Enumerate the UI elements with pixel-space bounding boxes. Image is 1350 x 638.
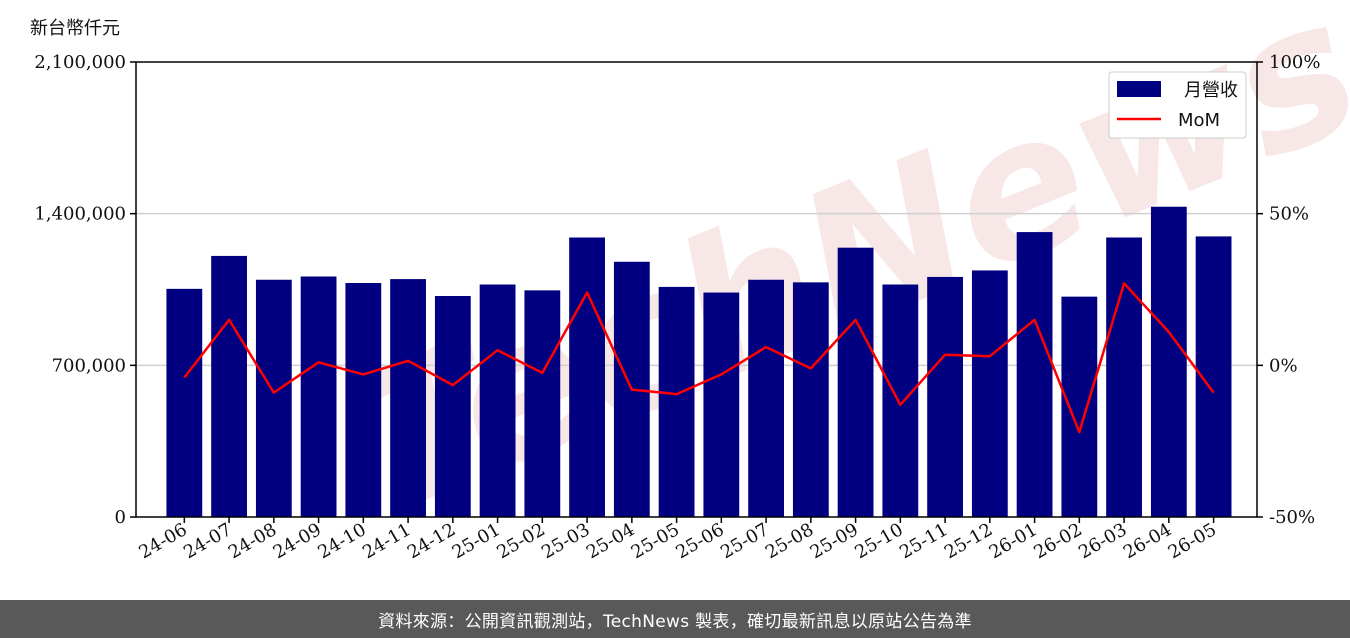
bar-25-11 (927, 276, 963, 517)
x-tick-label: 24-11 (359, 519, 414, 563)
legend-label-mom: MoM (1178, 110, 1220, 131)
bar-26-01 (1016, 232, 1053, 518)
x-tick-label: 25-03 (538, 519, 593, 563)
bar-24-12 (434, 296, 471, 517)
x-tick-label: 26-04 (1120, 519, 1175, 563)
x-tick-label: 25-09 (807, 519, 862, 563)
left-tick-label: 1,400,000 (34, 204, 126, 225)
x-tick-label: 25-07 (717, 519, 772, 563)
bar-24-10 (345, 283, 382, 517)
x-tick-label: 25-10 (851, 519, 906, 563)
bar-25-02 (524, 290, 561, 517)
bar-24-08 (255, 279, 292, 517)
right-tick-label: -50% (1269, 507, 1315, 528)
bar-25-01 (479, 284, 516, 517)
left-tick-label: 2,100,000 (34, 52, 126, 73)
right-tick-label: 0% (1269, 355, 1298, 376)
left-tick-label: 0 (115, 507, 126, 528)
plot-frame (135, 61, 1258, 518)
x-tick-label: 25-02 (493, 519, 548, 563)
left-tick-label: 700,000 (52, 355, 126, 376)
bar-25-08 (792, 282, 829, 517)
x-tick-label: 25-04 (583, 519, 638, 563)
mom-line (183, 282, 1215, 434)
bar-26-02 (1061, 296, 1098, 517)
source-footer: 資料來源：公開資訊觀測站，TechNews 製表，確切最新訊息以原站公告為準 (378, 611, 972, 632)
right-tick-label: 100% (1269, 52, 1320, 73)
x-tick-label: 24-08 (225, 519, 280, 563)
bar-26-04 (1150, 206, 1187, 517)
x-tick-label: 24-06 (135, 519, 190, 563)
right-tick-label: 50% (1269, 204, 1309, 225)
x-tick-label: 26-03 (1075, 519, 1130, 563)
y-axis-unit-label: 新台幣仟元 (30, 18, 120, 39)
bar-25-05 (658, 286, 695, 517)
bar-25-09 (837, 247, 874, 517)
x-tick-label: 26-05 (1165, 519, 1220, 563)
x-tick-label: 24-10 (314, 519, 369, 563)
x-tick-label: 24-09 (270, 519, 325, 563)
x-tick-label: 25-11 (896, 519, 951, 563)
bar-24-06 (166, 288, 203, 517)
bar-26-03 (1106, 237, 1142, 517)
legend-swatch-bar (1117, 81, 1161, 97)
chart: TechNews 0700,0001,400,0002,100,000-50%0… (34, 0, 1350, 563)
bar-25-07 (748, 279, 784, 517)
x-tick-label: 26-02 (1030, 519, 1085, 563)
bar-25-06 (703, 292, 740, 517)
bar-25-10 (882, 284, 919, 517)
x-tick-label: 26-01 (986, 519, 1041, 563)
bar-24-07 (211, 255, 247, 517)
legend-label-revenue: 月營收 (1184, 80, 1238, 101)
x-tick-label: 25-08 (762, 519, 817, 563)
x-tick-label: 25-05 (628, 519, 683, 563)
x-tick-label: 25-12 (941, 519, 996, 563)
x-tick-label: 24-07 (180, 519, 235, 563)
bar-24-09 (300, 276, 337, 517)
footer-bar: 資料來源：公開資訊觀測站，TechNews 製表，確切最新訊息以原站公告為準 (0, 600, 1350, 638)
x-tick-label: 25-06 (672, 519, 727, 563)
bar-24-11 (390, 279, 426, 517)
bar-25-12 (971, 270, 1008, 517)
bar-25-03 (569, 237, 605, 517)
